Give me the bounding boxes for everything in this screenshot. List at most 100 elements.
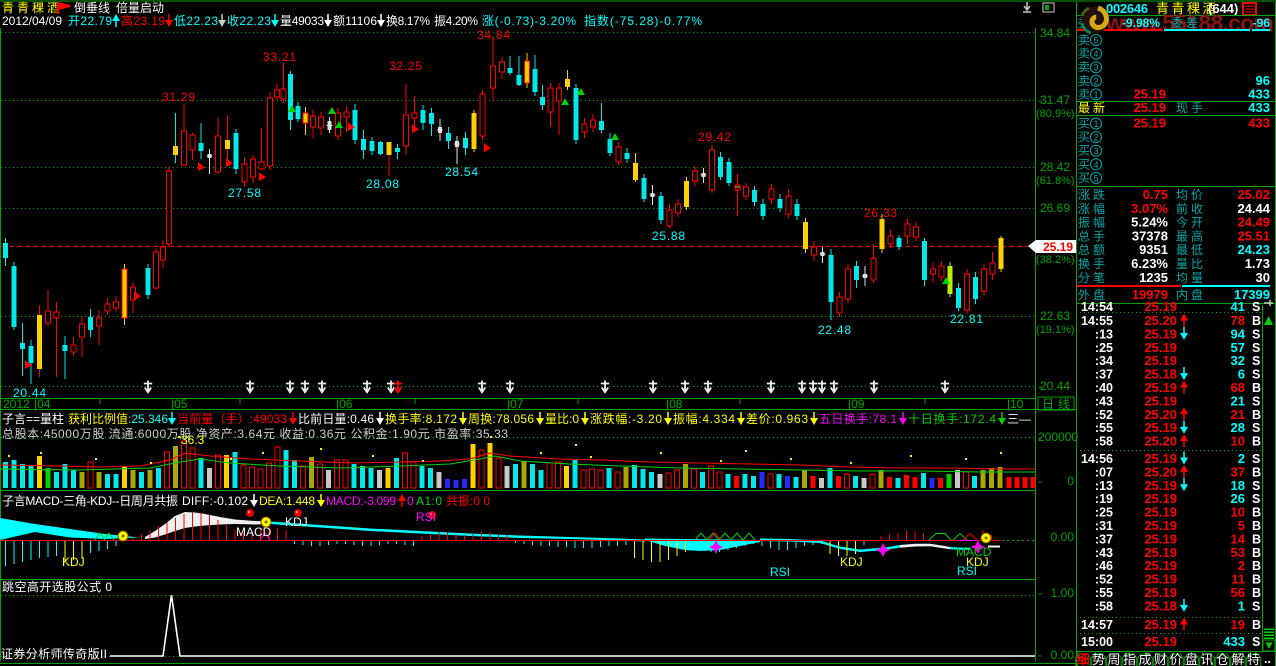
svg-text:周: 周 xyxy=(1108,652,1121,666)
svg-text:32: 32 xyxy=(1231,353,1245,368)
svg-text:24.44: 24.44 xyxy=(1237,201,1270,216)
svg-text:433: 433 xyxy=(1248,116,1270,131)
svg-text:33.21: 33.21 xyxy=(263,50,296,64)
svg-text:青青稞酒: 青青稞酒 xyxy=(1156,1,1218,16)
svg-text:26.33: 26.33 xyxy=(864,206,897,220)
svg-text:4: 4 xyxy=(1093,160,1098,170)
svg-text:今开: 今开 xyxy=(1176,215,1206,230)
svg-text:额11106: 额11106 xyxy=(333,14,377,28)
svg-text:2: 2 xyxy=(1238,558,1245,573)
svg-text:子言==量柱: 子言==量柱 xyxy=(2,411,64,426)
svg-text:跳空高开选股公式 0: 跳空高开选股公式 0 xyxy=(2,579,112,594)
svg-text:0.00: 0.00 xyxy=(1051,648,1075,662)
svg-text:S: S xyxy=(1252,479,1260,493)
svg-text:10: 10 xyxy=(1231,505,1245,520)
svg-text:-: - xyxy=(1038,430,1042,444)
svg-text:最新: 最新 xyxy=(1078,100,1108,115)
svg-text:子言MACD-三角-KDJ--日周月共振: 子言MACD-三角-KDJ--日周月共振 xyxy=(2,494,178,508)
svg-text:0: 0 xyxy=(1067,474,1074,488)
svg-text:收22.23: 收22.23 xyxy=(227,14,271,28)
svg-text:9351: 9351 xyxy=(1139,242,1168,257)
svg-text:2012/04/09: 2012/04/09 xyxy=(2,14,62,28)
svg-text:002646: 002646 xyxy=(1106,1,1148,16)
svg-text::07: :07 xyxy=(1095,465,1113,479)
svg-text:|09: |09 xyxy=(848,397,865,411)
svg-text:19979: 19979 xyxy=(1132,287,1168,302)
svg-text:28.42: 28.42 xyxy=(1040,160,1070,174)
svg-text:25.19: 25.19 xyxy=(1144,393,1177,408)
svg-text:低22.23: 低22.23 xyxy=(174,14,218,28)
svg-text:内盘: 内盘 xyxy=(1176,287,1206,302)
svg-text:共振:0 0: 共振:0 0 xyxy=(446,494,490,508)
svg-text:DIFF:-0.102: DIFF:-0.102 xyxy=(182,494,248,508)
svg-text:2: 2 xyxy=(1093,133,1098,143)
svg-text:25.19: 25.19 xyxy=(1133,116,1166,131)
svg-text:32.25: 32.25 xyxy=(389,59,422,73)
svg-text::31: :31 xyxy=(1095,519,1113,533)
svg-text:25.19: 25.19 xyxy=(1133,86,1166,101)
svg-text:2012: 2012 xyxy=(3,397,30,411)
svg-text:1.73: 1.73 xyxy=(1245,256,1270,271)
svg-text:25.19: 25.19 xyxy=(1144,299,1177,314)
svg-text:96: 96 xyxy=(1256,73,1270,88)
svg-text:19: 19 xyxy=(1231,617,1245,632)
svg-text:(644): (644) xyxy=(1208,1,1238,16)
svg-text:量比:0: 量比:0 xyxy=(545,412,579,426)
svg-text:78: 78 xyxy=(1231,313,1245,328)
svg-text:KDJ: KDJ xyxy=(840,555,863,569)
svg-text:14:55: 14:55 xyxy=(1081,314,1113,328)
svg-text:委差: 委差 xyxy=(1171,16,1201,30)
svg-text:25.19: 25.19 xyxy=(1144,451,1177,466)
svg-text:200000: 200000 xyxy=(1038,430,1078,444)
svg-text:三—: 三— xyxy=(1007,412,1031,426)
svg-text:均价: 均价 xyxy=(1176,188,1206,202)
svg-text:14: 14 xyxy=(1231,531,1246,546)
svg-text:37378: 37378 xyxy=(1132,228,1168,243)
svg-text:36.3: 36.3 xyxy=(181,433,205,447)
svg-text:1: 1 xyxy=(1238,598,1245,613)
svg-text:25.19: 25.19 xyxy=(1144,518,1177,533)
svg-text:5: 5 xyxy=(1238,518,1245,533)
svg-text:25.19: 25.19 xyxy=(1144,326,1177,341)
svg-text:21: 21 xyxy=(1231,407,1245,422)
svg-text:差价:0.963: 差价:0.963 xyxy=(746,412,808,426)
svg-text:高23.19: 高23.19 xyxy=(121,13,165,28)
svg-text:5.24%: 5.24% xyxy=(1131,215,1168,230)
svg-text:-: - xyxy=(1038,93,1042,107)
svg-text:S: S xyxy=(1252,300,1260,314)
svg-text::52: :52 xyxy=(1095,408,1113,422)
svg-text:解: 解 xyxy=(1232,652,1245,666)
svg-text:31.47: 31.47 xyxy=(1040,93,1070,107)
svg-text::46: :46 xyxy=(1095,559,1113,573)
svg-text:当前量（手）:49033: 当前量（手）:49033 xyxy=(177,411,287,426)
svg-text:总股本:45000万股 流通:6000万股 净资产:3.64: 总股本:45000万股 流通:6000万股 净资产:3.64元 收益:0.36元… xyxy=(2,426,508,441)
svg-text:1.00: 1.00 xyxy=(1051,586,1075,600)
svg-text:开22.79: 开22.79 xyxy=(68,14,112,28)
svg-text:总额: 总额 xyxy=(1078,243,1108,257)
svg-text:18: 18 xyxy=(1231,478,1245,493)
svg-text:RSI: RSI xyxy=(770,565,790,579)
svg-text:涨跌幅:-3.20: 涨跌幅:-3.20 xyxy=(590,411,662,426)
svg-text:56: 56 xyxy=(1231,585,1245,600)
svg-text:涨(-0.73)-3.20%: 涨(-0.73)-3.20% xyxy=(482,13,576,28)
svg-text:25.19: 25.19 xyxy=(1144,558,1177,573)
svg-text:2: 2 xyxy=(1093,76,1098,86)
svg-text:S: S xyxy=(1252,354,1260,368)
svg-text:25.19: 25.19 xyxy=(1144,353,1177,368)
svg-text:总手: 总手 xyxy=(1078,229,1108,243)
svg-text:28: 28 xyxy=(1231,420,1245,435)
svg-text:25.20: 25.20 xyxy=(1144,464,1177,479)
svg-text:37: 37 xyxy=(1231,464,1245,479)
svg-text:青青稞酒: 青青稞酒 xyxy=(2,1,62,15)
svg-text:94: 94 xyxy=(1231,326,1246,341)
svg-text:-9.98%: -9.98% xyxy=(1122,16,1160,30)
svg-text:价: 价 xyxy=(1170,652,1183,666)
svg-text:倍量启动: 倍量启动 xyxy=(116,0,164,15)
svg-text:26: 26 xyxy=(1231,491,1245,506)
svg-text:25.20: 25.20 xyxy=(1144,407,1177,422)
svg-text:振幅: 振幅 xyxy=(1078,215,1108,230)
svg-text:(80.9%): (80.9%) xyxy=(1036,108,1075,120)
svg-text:14:56: 14:56 xyxy=(1081,452,1113,466)
svg-text:28.08: 28.08 xyxy=(366,177,399,191)
svg-text:-: - xyxy=(1038,648,1042,662)
